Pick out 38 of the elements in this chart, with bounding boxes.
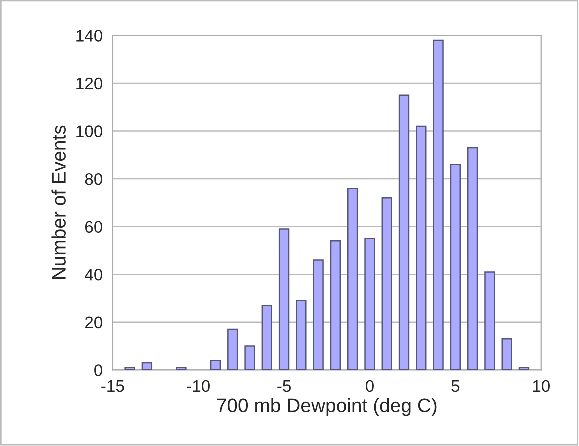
y-tick-label: 100 [76, 126, 103, 138]
bar [210, 360, 222, 370]
bar [450, 164, 462, 370]
bar [142, 362, 153, 370]
bar [244, 346, 256, 370]
x-tick-label: -10 [187, 380, 210, 392]
bar [416, 126, 427, 370]
bar [433, 40, 444, 370]
x-tick-label: -5 [278, 380, 291, 392]
bar [228, 328, 238, 370]
bar [398, 94, 410, 370]
y-tick-label: 20 [85, 316, 103, 329]
y-tick-label: 80 [85, 173, 103, 186]
x-tick-label: 10 [533, 380, 550, 392]
x-tick-label: 5 [452, 380, 460, 392]
bar [364, 238, 376, 370]
bar [262, 305, 272, 370]
bar [382, 198, 392, 370]
bar [484, 272, 496, 370]
bar [348, 188, 358, 370]
bar [124, 367, 136, 370]
bar [176, 367, 187, 370]
bar [502, 338, 512, 370]
bar [296, 300, 307, 370]
y-tick-label: 0 [94, 364, 103, 376]
bar [518, 367, 530, 370]
bar [467, 147, 478, 370]
bar [278, 228, 290, 370]
bar [330, 240, 342, 370]
x-tick-label: -15 [102, 380, 124, 392]
y-tick-label: 140 [76, 30, 103, 42]
y-tick-label: 120 [76, 78, 103, 90]
y-axis-title: Number of Events [52, 126, 66, 280]
x-tick-label: 0 [366, 380, 374, 392]
x-axis-title: 700 mb Dewpoint (deg C) [217, 398, 437, 416]
bar [313, 260, 324, 370]
y-tick-label: 40 [85, 269, 103, 281]
y-tick-label: 60 [85, 221, 103, 234]
